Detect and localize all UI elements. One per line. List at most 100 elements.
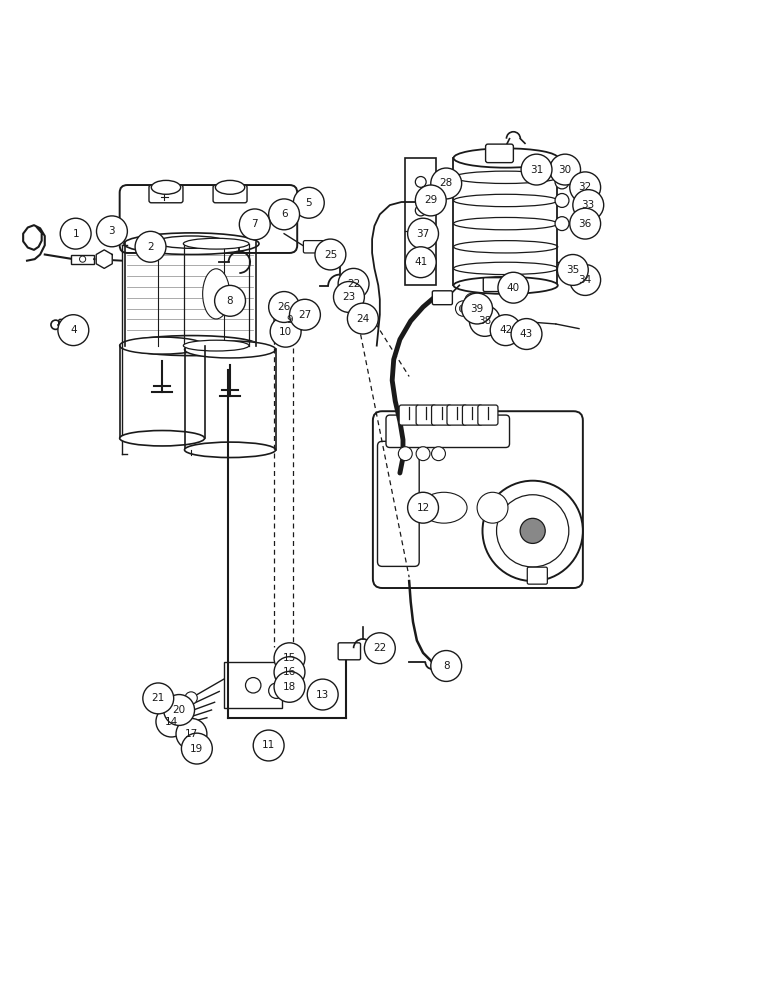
Circle shape — [459, 305, 467, 312]
Text: 43: 43 — [520, 329, 533, 339]
Text: 35: 35 — [566, 265, 580, 275]
Circle shape — [283, 303, 296, 315]
FancyBboxPatch shape — [432, 291, 452, 305]
FancyBboxPatch shape — [428, 199, 435, 205]
Circle shape — [498, 272, 529, 303]
Circle shape — [315, 239, 346, 270]
Text: 39: 39 — [470, 304, 484, 314]
FancyBboxPatch shape — [416, 405, 436, 425]
FancyBboxPatch shape — [71, 255, 94, 264]
Circle shape — [416, 447, 430, 461]
Circle shape — [490, 315, 521, 346]
Circle shape — [408, 218, 438, 249]
Ellipse shape — [124, 336, 259, 356]
Circle shape — [570, 208, 601, 239]
Text: 8: 8 — [443, 661, 449, 671]
Circle shape — [269, 199, 300, 230]
Circle shape — [521, 154, 552, 185]
Ellipse shape — [185, 442, 276, 458]
Text: 28: 28 — [439, 178, 453, 188]
FancyBboxPatch shape — [405, 158, 436, 285]
Ellipse shape — [421, 492, 467, 523]
FancyBboxPatch shape — [462, 405, 482, 425]
Text: 6: 6 — [281, 209, 287, 219]
Ellipse shape — [477, 492, 508, 523]
Circle shape — [307, 679, 338, 710]
Text: 2: 2 — [147, 242, 154, 252]
Circle shape — [215, 285, 245, 316]
Circle shape — [169, 715, 181, 728]
Circle shape — [80, 256, 86, 262]
Ellipse shape — [215, 180, 245, 194]
Circle shape — [269, 296, 283, 310]
FancyBboxPatch shape — [432, 405, 452, 425]
FancyBboxPatch shape — [149, 185, 183, 203]
Circle shape — [557, 255, 588, 285]
FancyBboxPatch shape — [213, 185, 247, 203]
Circle shape — [520, 518, 545, 543]
Text: 30: 30 — [558, 165, 572, 175]
FancyBboxPatch shape — [386, 415, 510, 448]
Text: 10: 10 — [279, 327, 293, 337]
Circle shape — [274, 322, 290, 337]
Circle shape — [274, 671, 305, 702]
Ellipse shape — [453, 148, 557, 168]
Ellipse shape — [120, 337, 205, 354]
Ellipse shape — [151, 180, 181, 194]
Circle shape — [143, 683, 174, 714]
Circle shape — [415, 185, 446, 216]
Circle shape — [431, 168, 462, 199]
Circle shape — [482, 481, 583, 581]
Text: 14: 14 — [164, 717, 178, 727]
Text: 15: 15 — [283, 653, 296, 663]
Text: 13: 13 — [316, 690, 330, 700]
Circle shape — [239, 209, 270, 240]
Text: 3: 3 — [109, 226, 115, 236]
FancyBboxPatch shape — [59, 319, 81, 330]
Circle shape — [274, 305, 305, 336]
FancyBboxPatch shape — [373, 411, 583, 588]
Circle shape — [338, 268, 369, 299]
Text: 16: 16 — [283, 667, 296, 677]
Text: 31: 31 — [530, 165, 543, 175]
Text: 19: 19 — [190, 744, 204, 754]
Circle shape — [274, 643, 305, 674]
Text: 8: 8 — [227, 296, 233, 306]
Circle shape — [253, 730, 284, 761]
Text: 42: 42 — [499, 325, 513, 335]
FancyBboxPatch shape — [399, 405, 419, 425]
Circle shape — [469, 297, 476, 305]
FancyBboxPatch shape — [499, 321, 517, 333]
Circle shape — [334, 282, 364, 312]
Circle shape — [570, 265, 601, 295]
FancyBboxPatch shape — [483, 278, 506, 292]
Circle shape — [164, 721, 177, 734]
Text: 22: 22 — [373, 643, 387, 653]
Ellipse shape — [184, 340, 249, 351]
Circle shape — [511, 319, 542, 349]
Text: 36: 36 — [578, 219, 592, 229]
Circle shape — [555, 175, 569, 189]
FancyBboxPatch shape — [447, 405, 467, 425]
Ellipse shape — [185, 341, 276, 358]
Circle shape — [164, 695, 195, 725]
Circle shape — [566, 257, 577, 268]
FancyBboxPatch shape — [303, 241, 323, 253]
Polygon shape — [96, 250, 112, 268]
Text: 18: 18 — [283, 682, 296, 692]
Text: 40: 40 — [506, 283, 520, 293]
Circle shape — [432, 447, 445, 461]
Circle shape — [96, 216, 127, 247]
Ellipse shape — [124, 233, 259, 255]
Text: 21: 21 — [151, 693, 165, 703]
Text: 33: 33 — [581, 200, 595, 210]
Circle shape — [405, 247, 436, 278]
Text: 37: 37 — [416, 229, 430, 239]
Ellipse shape — [157, 236, 226, 248]
Circle shape — [269, 292, 300, 322]
Circle shape — [469, 305, 500, 336]
Circle shape — [364, 633, 395, 664]
Text: 34: 34 — [578, 275, 592, 285]
Text: 9: 9 — [286, 315, 293, 325]
Circle shape — [550, 154, 581, 185]
